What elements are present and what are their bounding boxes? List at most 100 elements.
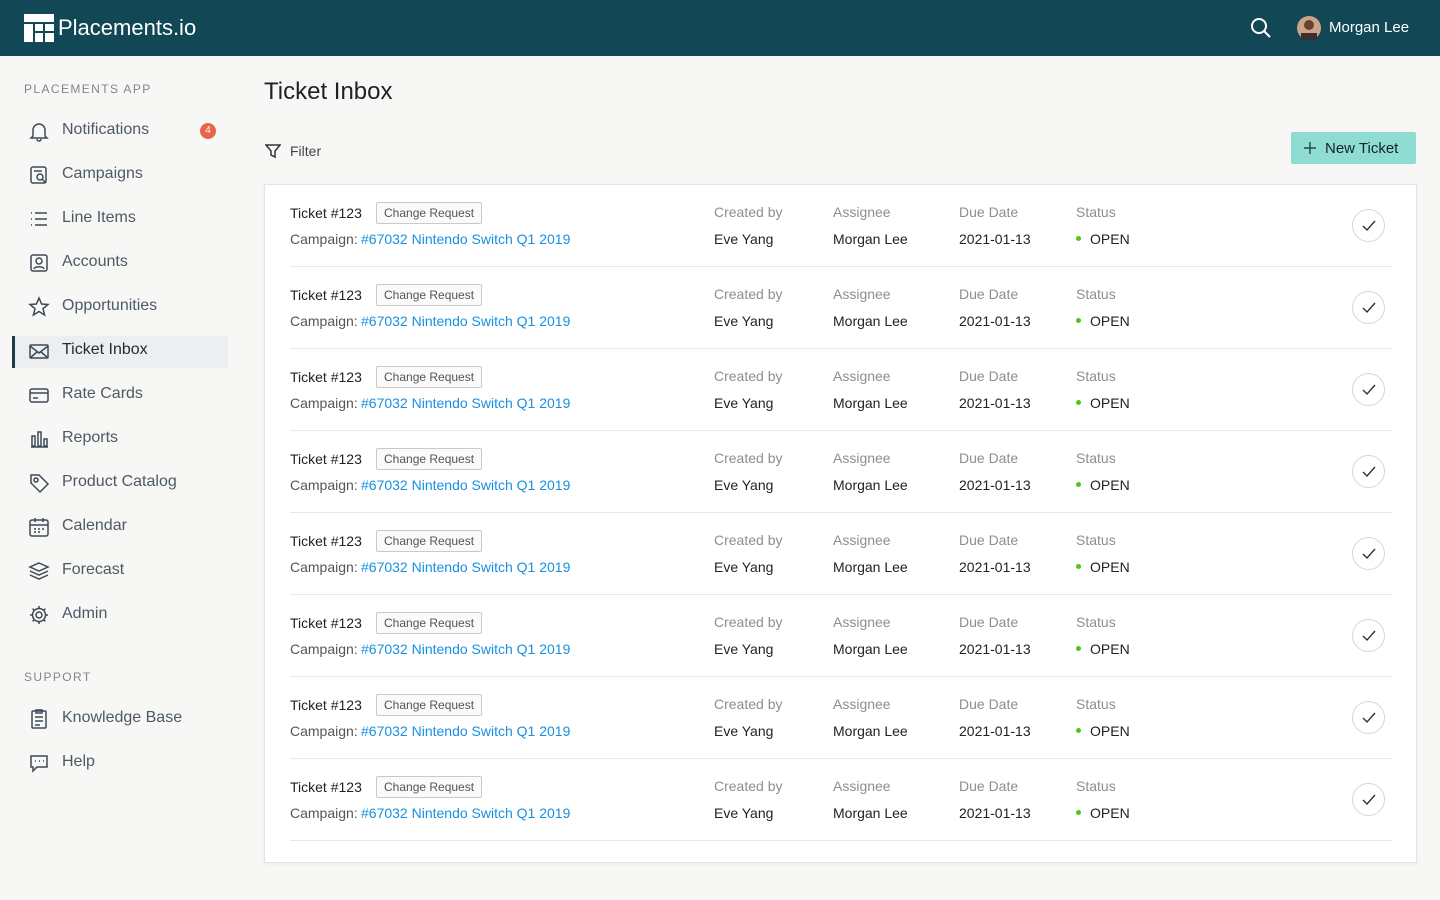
created-by: Eve Yang <box>714 805 774 821</box>
check-icon <box>1362 302 1376 314</box>
status: OPEN <box>1090 313 1130 329</box>
row-divider <box>290 512 1392 513</box>
check-icon <box>1362 466 1376 478</box>
active-bar <box>12 336 15 368</box>
row-divider <box>290 840 1392 841</box>
campaign-link[interactable]: #67032 Nintendo Switch Q1 2019 <box>361 395 571 411</box>
resolve-button[interactable] <box>1352 537 1385 570</box>
plus-icon <box>1304 142 1316 154</box>
nav-item[interactable]: Ticket Inbox <box>62 341 148 358</box>
nav-item[interactable]: Rate Cards <box>62 385 143 402</box>
avatar[interactable] <box>1297 16 1321 40</box>
check-icon <box>1362 384 1376 396</box>
resolve-button[interactable] <box>1352 783 1385 816</box>
campaign-link[interactable]: #67032 Nintendo Switch Q1 2019 <box>361 805 571 821</box>
new-ticket-button[interactable]: New Ticket <box>1291 132 1416 164</box>
nav-item[interactable]: Notifications <box>62 121 150 138</box>
ticket-tag: Change Request <box>376 612 483 634</box>
search-icon[interactable] <box>1250 17 1272 39</box>
nav-item[interactable]: Calendar <box>62 517 127 534</box>
column-label: Status <box>1076 614 1116 630</box>
logo-icon <box>24 14 54 42</box>
ticket-row[interactable]: Ticket #123 Change Request Campaign: #67032… <box>265 677 1416 759</box>
resolve-button[interactable] <box>1352 291 1385 324</box>
column-label: Created by <box>714 450 783 466</box>
ticket-id: Ticket #123 <box>290 369 362 385</box>
ticket-id: Ticket #123 <box>290 697 362 713</box>
ticket-row[interactable]: Ticket #123 Change Request Campaign: #67032… <box>265 513 1416 595</box>
status-dot <box>1076 482 1081 487</box>
nav-icon <box>30 254 48 272</box>
nav-item[interactable]: Help <box>62 753 95 770</box>
nav-icon <box>30 474 50 494</box>
ticket-row[interactable]: Ticket #123 Change Request Campaign: #67032… <box>265 185 1416 267</box>
resolve-button[interactable] <box>1352 619 1385 652</box>
campaign-label: Campaign: <box>290 723 358 739</box>
nav-item[interactable]: Product Catalog <box>62 473 177 490</box>
column-label: Assignee <box>833 532 891 548</box>
resolve-button[interactable] <box>1352 209 1385 242</box>
ticket-tag: Change Request <box>376 202 483 224</box>
status-dot <box>1076 728 1081 733</box>
column-label: Created by <box>714 532 783 548</box>
column-label: Created by <box>714 204 783 220</box>
ticket-id: Ticket #123 <box>290 451 362 467</box>
ticket-row[interactable]: Ticket #123 Change Request Campaign: #67032… <box>265 349 1416 431</box>
column-label: Created by <box>714 286 783 302</box>
row-divider <box>290 758 1392 759</box>
ticket-row[interactable]: Ticket #123 Change Request Campaign: #67032… <box>265 759 1416 841</box>
campaign-link[interactable]: #67032 Nintendo Switch Q1 2019 <box>361 477 571 493</box>
ticket-list: Ticket #123 Change Request Campaign: #67032… <box>264 184 1417 863</box>
status-dot <box>1076 400 1081 405</box>
ticket-row[interactable]: Ticket #123 Change Request Campaign: #67032… <box>265 595 1416 677</box>
section-title: PLACEMENTS APP <box>24 82 152 96</box>
created-by: Eve Yang <box>714 231 774 247</box>
campaign-label: Campaign: <box>290 641 358 657</box>
nav-item[interactable]: Opportunities <box>62 297 158 314</box>
column-label: Assignee <box>833 368 891 384</box>
column-label: Due Date <box>959 368 1019 384</box>
ticket-tag: Change Request <box>376 776 483 798</box>
due-date: 2021-01-13 <box>959 723 1031 739</box>
nav-item[interactable]: Forecast <box>62 561 125 578</box>
nav-icon <box>29 518 49 537</box>
column-label: Status <box>1076 204 1116 220</box>
nav-item[interactable]: Admin <box>62 605 108 622</box>
resolve-button[interactable] <box>1352 701 1385 734</box>
campaign-link[interactable]: #67032 Nintendo Switch Q1 2019 <box>361 641 571 657</box>
logo-text[interactable]: Placements.io <box>58 15 197 40</box>
status-dot <box>1076 564 1081 569</box>
status: OPEN <box>1090 477 1130 493</box>
created-by: Eve Yang <box>714 641 774 657</box>
campaign-link[interactable]: #67032 Nintendo Switch Q1 2019 <box>361 723 571 739</box>
ticket-id: Ticket #123 <box>290 615 362 631</box>
nav-item[interactable]: Reports <box>62 429 119 446</box>
nav-item[interactable]: Campaigns <box>62 165 143 182</box>
nav-icon <box>30 606 48 624</box>
column-label: Due Date <box>959 696 1019 712</box>
nav-item[interactable]: Knowledge Base <box>62 709 183 726</box>
check-icon <box>1362 220 1376 232</box>
assignee: Morgan Lee <box>833 559 908 575</box>
user-name[interactable]: Morgan Lee <box>1329 19 1410 36</box>
top-bar: Placements.io Morgan Lee <box>0 0 1440 56</box>
ticket-tag: Change Request <box>376 448 483 470</box>
nav-icon <box>29 123 49 142</box>
campaign-link[interactable]: #67032 Nintendo Switch Q1 2019 <box>361 313 571 329</box>
status: OPEN <box>1090 395 1130 411</box>
filter-button[interactable]: Filter <box>290 143 322 159</box>
nav-icon <box>28 296 50 317</box>
nav-icon <box>30 166 47 184</box>
column-label: Status <box>1076 696 1116 712</box>
campaign-link[interactable]: #67032 Nintendo Switch Q1 2019 <box>361 231 571 247</box>
due-date: 2021-01-13 <box>959 231 1031 247</box>
filter-icon[interactable] <box>265 143 281 159</box>
nav-item[interactable]: Line Items <box>62 209 136 226</box>
nav-item[interactable]: Accounts <box>62 253 128 270</box>
campaign-link[interactable]: #67032 Nintendo Switch Q1 2019 <box>361 559 571 575</box>
resolve-button[interactable] <box>1352 373 1385 406</box>
ticket-row[interactable]: Ticket #123 Change Request Campaign: #67032… <box>265 431 1416 513</box>
ticket-row[interactable]: Ticket #123 Change Request Campaign: #67032… <box>265 267 1416 349</box>
nav-icon <box>31 431 48 448</box>
resolve-button[interactable] <box>1352 455 1385 488</box>
